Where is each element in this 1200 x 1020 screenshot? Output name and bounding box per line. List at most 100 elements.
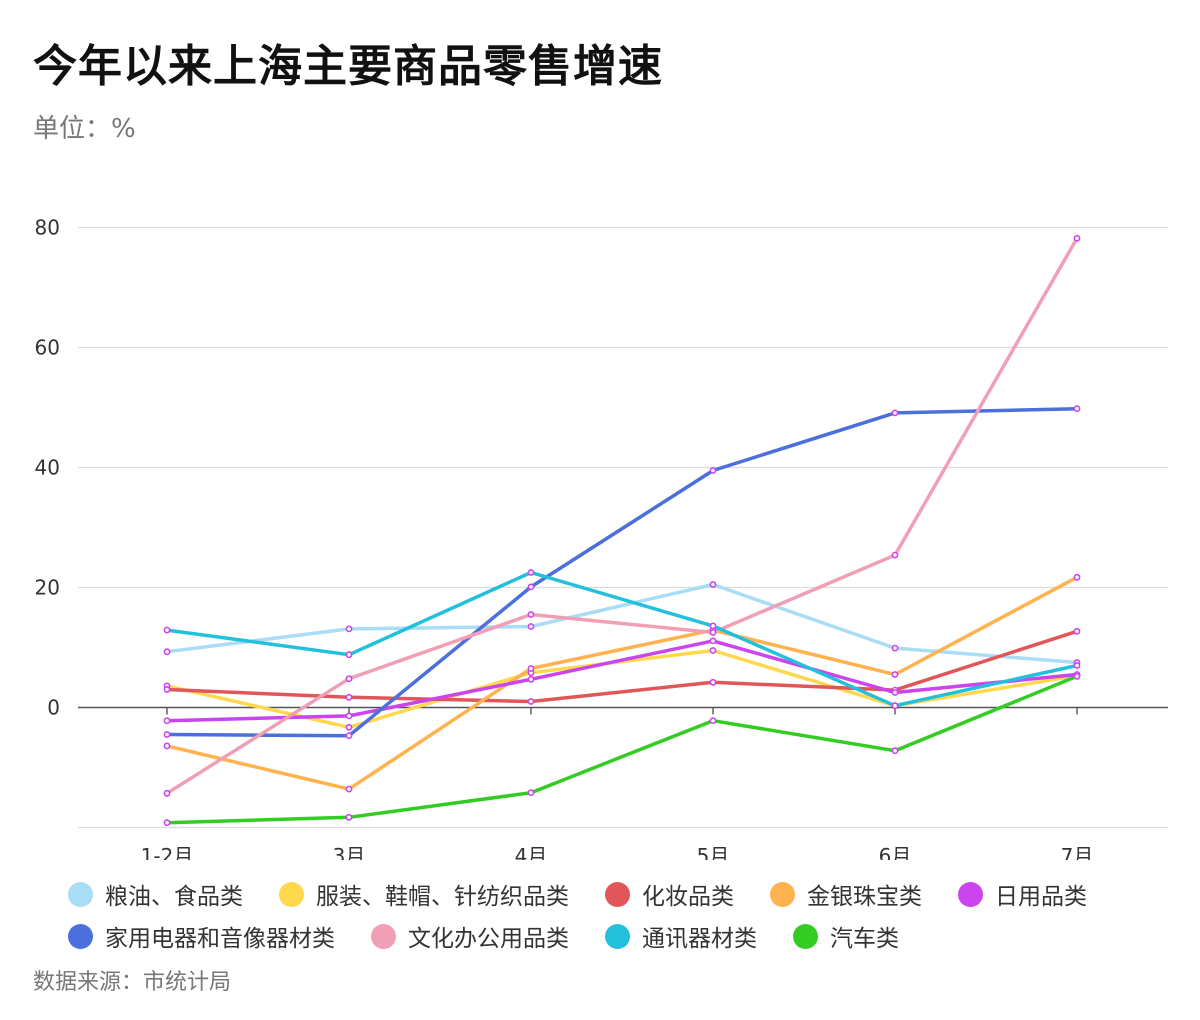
y-axis-ticks: 0 20 40 60 80 — [35, 216, 60, 720]
series-lines — [165, 236, 1079, 825]
x-tick-label: 3月 — [333, 844, 366, 860]
line-chart: 0 20 40 60 80 1-2月 3月 4月 5月 6月 7月 — [35, 216, 1168, 860]
source-note: 数据来源：市统计局 — [33, 970, 232, 995]
series-line — [165, 575, 1079, 791]
data-point — [527, 665, 535, 672]
x-tick-label: 1-2月 — [141, 844, 194, 860]
data-point — [345, 732, 353, 740]
series-line — [165, 570, 1079, 708]
data-point — [163, 742, 171, 750]
data-point — [527, 583, 535, 591]
data-point — [345, 785, 353, 793]
data-point — [527, 675, 535, 683]
data-point — [709, 637, 717, 645]
legend-item: 金银珠宝类 — [770, 876, 922, 912]
data-point — [345, 712, 353, 720]
series-line — [165, 236, 1079, 796]
series-line — [165, 629, 1079, 704]
series-line — [165, 674, 1079, 825]
data-point — [527, 789, 535, 797]
y-tick-label: 40 — [35, 456, 60, 480]
legend: 粮油、食品类 服装、鞋帽、针纺织品类 化妆品类 金银珠宝类 日用品类家用电器和音像器材类… — [68, 876, 1178, 954]
legend-item: 日用品类 — [958, 876, 1087, 912]
legend-label: 化妆品类 — [642, 884, 734, 910]
legend-label: 粮油、食品类 — [105, 884, 243, 910]
data-point — [709, 581, 717, 588]
legend-item: 通讯器材类 — [605, 918, 757, 954]
data-point — [891, 644, 899, 652]
legend-swatch — [371, 923, 396, 949]
data-point — [527, 698, 535, 705]
data-point — [891, 671, 899, 678]
data-point — [527, 611, 535, 618]
data-point — [345, 625, 353, 633]
legend-item: 化妆品类 — [605, 876, 734, 912]
x-tick-label: 5月 — [697, 844, 730, 860]
legend-label: 汽车类 — [830, 926, 899, 952]
data-point — [345, 651, 353, 659]
legend-swatch — [770, 881, 795, 907]
data-point — [345, 693, 353, 701]
series-line — [165, 582, 1079, 665]
data-point — [709, 467, 717, 474]
legend-swatch — [68, 923, 93, 949]
series-line — [165, 406, 1079, 738]
data-point — [345, 723, 353, 731]
series-line — [165, 639, 1079, 723]
legend-swatch — [605, 923, 630, 949]
legend-item: 服装、鞋帽、针纺织品类 — [279, 876, 569, 912]
data-point — [1073, 573, 1081, 581]
data-point — [163, 717, 171, 725]
data-point — [1073, 662, 1081, 669]
data-point — [891, 409, 899, 417]
y-tick-label: 80 — [35, 216, 60, 240]
legend-swatch — [793, 923, 818, 949]
data-point — [1073, 405, 1081, 413]
legend-item: 汽车类 — [793, 918, 899, 954]
data-point — [163, 686, 171, 693]
x-tick-label: 6月 — [879, 844, 912, 860]
legend-label: 日用品类 — [995, 884, 1087, 910]
x-tick-label: 7月 — [1061, 844, 1094, 860]
unit-label: 单位：% — [33, 114, 136, 144]
data-point — [163, 626, 171, 634]
data-point — [709, 622, 717, 630]
data-point — [163, 819, 171, 827]
x-axis: 1-2月 3月 4月 5月 6月 7月 — [141, 707, 1094, 860]
y-tick-label: 60 — [35, 336, 60, 360]
data-point — [891, 702, 899, 710]
legend-item: 文化办公用品类 — [371, 918, 569, 954]
chart-title: 今年以来上海主要商品零售增速 — [33, 41, 663, 92]
legend-label: 通讯器材类 — [642, 926, 757, 952]
y-tick-label: 20 — [35, 576, 60, 600]
legend-swatch — [958, 881, 983, 907]
legend-item: 家用电器和音像器材类 — [68, 918, 335, 954]
data-point — [1073, 234, 1081, 242]
legend-item: 粮油、食品类 — [68, 876, 243, 912]
legend-swatch — [605, 881, 630, 907]
y-tick-label: 0 — [47, 696, 60, 720]
data-point — [163, 731, 171, 738]
data-point — [709, 647, 717, 654]
data-point — [891, 551, 899, 559]
legend-label: 金银珠宝类 — [807, 884, 922, 910]
legend-label: 服装、鞋帽、针纺织品类 — [316, 884, 569, 910]
series-points — [163, 234, 1081, 827]
data-point — [891, 747, 899, 755]
grid-lines — [78, 226, 1168, 829]
data-point — [709, 678, 717, 686]
data-point — [1073, 627, 1081, 635]
data-point — [1073, 672, 1081, 680]
legend-swatch — [68, 881, 93, 907]
data-point — [345, 813, 353, 821]
data-point — [163, 789, 171, 797]
data-point — [891, 689, 899, 696]
legend-label: 文化办公用品类 — [408, 926, 569, 952]
x-tick-label: 4月 — [515, 844, 548, 860]
legend-label: 家用电器和音像器材类 — [105, 926, 335, 952]
legend-swatch — [279, 881, 304, 907]
data-point — [527, 623, 535, 630]
data-point — [345, 675, 353, 683]
data-point — [527, 569, 535, 576]
data-point — [709, 717, 717, 725]
